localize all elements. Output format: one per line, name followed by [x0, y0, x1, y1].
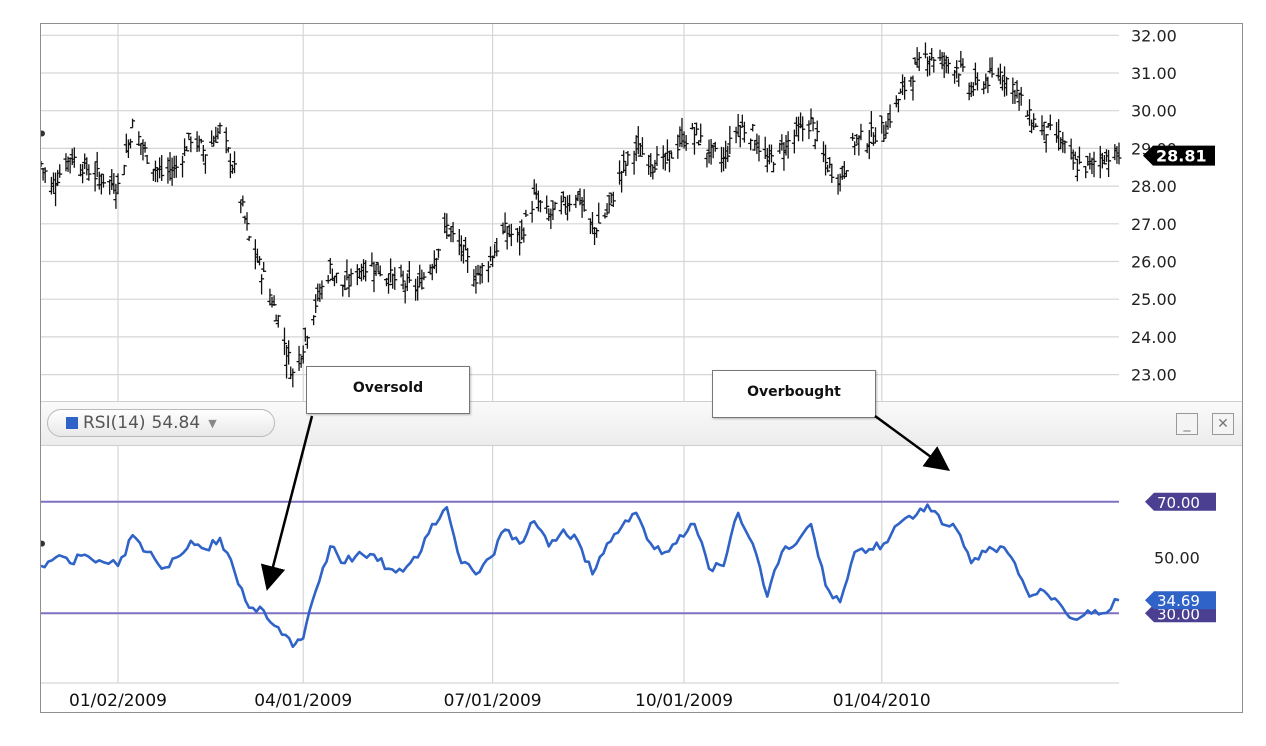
price-tick-label: 30.00	[1131, 102, 1177, 121]
price-tick-label: 25.00	[1131, 290, 1177, 309]
date-tick-label: 01/02/2009	[69, 691, 167, 711]
minimize-icon[interactable]: _	[1176, 413, 1198, 435]
date-tick-label: 07/01/2009	[444, 691, 542, 711]
price-bars	[41, 42, 1122, 388]
rsi-chart: 01/02/2009 04/01/2009 07/01/2009 10/01/2009…	[41, 446, 1216, 711]
triangle-down-icon[interactable]: ▼	[208, 416, 217, 430]
reference-tag	[1145, 492, 1216, 511]
last-price-label: 28.81	[1156, 147, 1207, 166]
indicator-toolbar: RSI(14) 54.84 ▼ _ ✕	[41, 401, 1242, 446]
date-tick-label: 01/04/2010	[833, 691, 931, 711]
date-tick-label: 10/01/2009	[635, 691, 733, 711]
indicator-color-swatch	[66, 417, 78, 429]
chart-frame: 32.0031.0030.0029.0028.0027.0026.0025.00…	[40, 23, 1243, 713]
rsi-last-value-tag	[1145, 591, 1216, 610]
indicator-value: 54.84	[151, 413, 201, 433]
price-tick-label: 26.00	[1131, 253, 1177, 272]
price-start-marker	[41, 130, 45, 137]
price-tick-label: 28.00	[1131, 177, 1177, 196]
rsi-start-marker	[41, 540, 45, 547]
price-tick-label: 32.00	[1131, 26, 1177, 45]
reference-tag-label: 70.00	[1157, 494, 1200, 512]
indicator-label: RSI(14)	[83, 413, 146, 433]
oversold-callout: Oversold	[306, 366, 470, 414]
close-icon[interactable]: ✕	[1212, 413, 1234, 435]
reference-tag-label: 30.00	[1157, 605, 1200, 623]
price-tick-label: 24.00	[1131, 328, 1177, 347]
last-price-tag	[1143, 145, 1215, 166]
rsi-last-value-label: 34.69	[1157, 592, 1200, 610]
rsi-line	[41, 503, 1120, 649]
price-tick-label: 23.00	[1131, 366, 1177, 385]
date-tick-label: 04/01/2009	[254, 691, 352, 711]
indicator-selector[interactable]: RSI(14) 54.84 ▼	[47, 409, 275, 437]
price-tick-label: 27.00	[1131, 215, 1177, 234]
rsi-tick-label: 50.00	[1154, 549, 1200, 568]
price-tick-label: 31.00	[1131, 64, 1177, 83]
overbought-callout: Overbought	[712, 370, 876, 418]
price-chart: 32.0031.0030.0029.0028.0027.0026.0025.00…	[41, 24, 1215, 401]
